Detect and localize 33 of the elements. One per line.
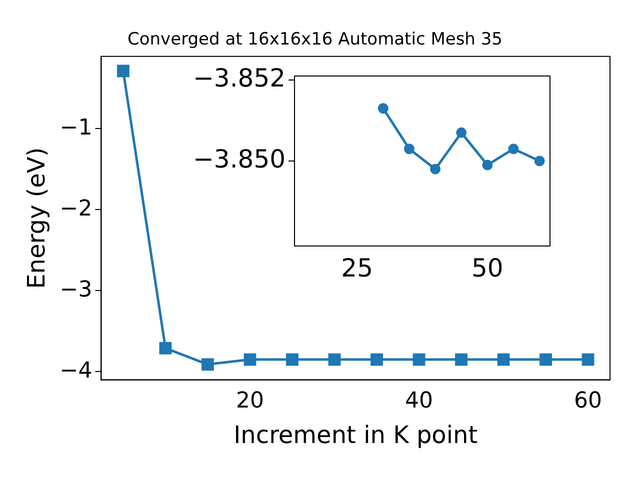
point [370,353,383,366]
y-axis-title: Energy (eV) [22,147,51,289]
x-tick-label: 20 [236,388,264,414]
point [534,156,545,166]
y-tick-label: −3 [60,277,92,302]
point [540,353,552,366]
point [328,353,341,366]
y-tick-label: −3.850 [192,144,286,174]
point [286,353,298,366]
y-tick-label: −3.852 [192,64,286,93]
point [430,164,441,174]
point [117,64,130,78]
point [202,358,214,371]
point [456,127,467,138]
point [404,144,414,154]
x-tick-label: 50 [472,254,504,282]
point [582,353,594,366]
y-tick-label: −2 [60,196,92,222]
point [244,353,256,366]
chart-title: Converged at 16x16x16 Automatic Mesh 35 [128,30,502,50]
point [482,160,493,170]
point [159,342,172,354]
point [508,144,519,154]
y-tick-label: −1 [60,115,92,140]
x-tick-label: 40 [405,388,433,414]
x-tick-label: 25 [341,254,373,282]
point [497,353,510,366]
point [455,353,468,366]
x-axis-title: Increment in K point [234,420,478,449]
point [412,353,426,366]
y-tick-label: −4 [60,358,92,384]
x-tick-label: 60 [574,388,602,414]
point [378,103,388,114]
